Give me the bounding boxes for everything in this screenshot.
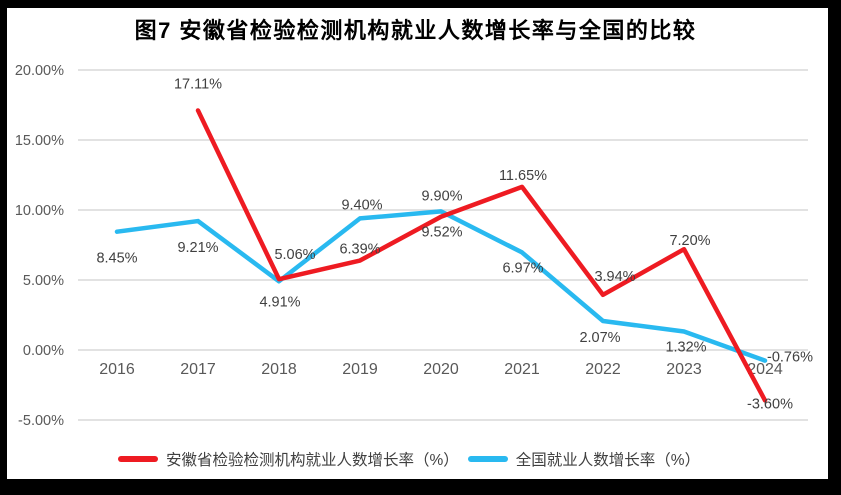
anhui-data-label: 3.94% [594,269,635,285]
national-data-label: 8.45% [96,251,137,267]
chart-background [7,8,828,479]
legend-item-national-series: 全国就业人数增长率（%） [467,448,701,470]
anhui-data-label: 6.39% [339,242,380,258]
national-data-label: 9.90% [421,188,462,204]
anhui-data-label: 7.20% [669,233,710,249]
y-axis-tick-label: 5.00% [23,273,64,289]
national-data-label: -0.76% [767,350,813,366]
y-axis-tick-label: 10.00% [15,203,64,219]
anhui-data-label: -3.60% [747,396,793,412]
national-data-label: 4.91% [259,294,300,310]
national-data-label: 6.97% [502,260,543,276]
chart-legend: 安徽省检验检测机构就业人数增长率（%） 全国就业人数增长率（%） [118,448,700,470]
anhui-data-label: 5.06% [274,247,315,263]
national-data-label: 1.32% [665,340,706,356]
anhui-data-label: 11.65% [499,168,547,184]
x-axis-year-label: 2020 [423,361,459,378]
legend-label-national-series: 全国就业人数增长率（%） [515,452,701,469]
anhui-data-label: 9.52% [421,225,462,241]
x-axis-year-label: 2023 [666,361,702,378]
national-data-label: 2.07% [579,330,620,346]
y-axis-tick-label: 15.00% [15,133,64,149]
x-axis-year-label: 2024 [747,361,783,378]
x-axis-year-label: 2019 [342,361,378,378]
national-series-line [114,209,768,363]
red-line-swatch-icon [118,456,158,462]
x-axis-year-label: 2018 [261,361,297,378]
blue-line-swatch-icon [467,456,508,462]
national-data-label: 9.40% [341,197,382,213]
legend-item-anhui-series: 安徽省检验检测机构就业人数增长率（%） [118,448,459,470]
x-axis-year-label: 2021 [504,361,540,378]
y-axis-tick-label: -5.00% [18,413,64,429]
x-axis-year-label: 2016 [99,361,135,378]
anhui-data-label: 17.11% [174,76,222,92]
x-axis-year-label: 2022 [585,361,621,378]
national-data-label: 9.21% [177,240,218,256]
chart-title: 图7 安徽省检验检测机构就业人数增长率与全国的比较 [134,18,697,43]
y-axis-tick-label: 0.00% [23,343,64,359]
y-axis-tick-label: 20.00% [15,63,64,79]
legend-label-anhui-series: 安徽省检验检测机构就业人数增长率（%） [166,452,459,469]
x-axis-year-label: 2017 [180,361,216,378]
anhui-series-line [195,108,768,403]
